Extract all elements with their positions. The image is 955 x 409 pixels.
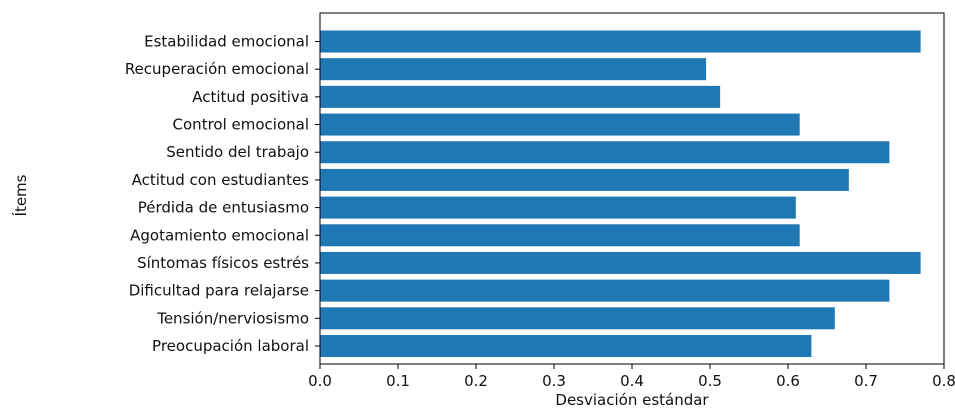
y-axis-title: Ítems [11, 174, 30, 216]
x-tick-label: 0.0 [308, 372, 332, 390]
x-tick-label: 0.7 [854, 372, 878, 390]
x-tick-label: 0.4 [620, 372, 644, 390]
y-tick-label: Sentido del trabajo [166, 143, 309, 161]
x-tick-label: 0.8 [932, 372, 955, 390]
x-tick-layer: 0.0 0.1 0.2 0.3 0.4 0.5 0.6 0.7 0.8 [308, 364, 955, 390]
y-tick-label: Control emocional [173, 116, 309, 134]
bar [320, 279, 890, 302]
y-tick-label: Actitud con estudiantes [132, 171, 310, 189]
y-tick-label: Actitud positiva [192, 88, 309, 106]
bar [320, 58, 707, 81]
y-tick-label: Agotamiento emocional [130, 226, 309, 244]
x-tick-label: 0.5 [698, 372, 722, 390]
bar [320, 168, 849, 191]
bar [320, 85, 721, 108]
bar [320, 196, 796, 219]
bar [320, 30, 921, 53]
bar [320, 224, 800, 247]
bar [320, 251, 921, 274]
bar [320, 335, 812, 357]
y-tick-label: Estabilidad emocional [144, 33, 309, 51]
y-tick-label: Preocupación laboral [152, 337, 309, 355]
bar [320, 113, 800, 136]
x-tick-label: 0.6 [776, 372, 800, 390]
y-tick-layer: Estabilidad emocional Recuperación emocio… [125, 33, 320, 355]
x-tick-label: 0.3 [542, 372, 566, 390]
y-tick-label: Dificultad para relajarse [129, 282, 309, 300]
y-tick-label: Pérdida de entusiasmo [138, 199, 309, 217]
x-tick-label: 0.1 [386, 372, 410, 390]
y-tick-label: Síntomas físicos estrés [137, 254, 309, 272]
bars-layer [320, 30, 921, 357]
y-tick-label: Recuperación emocional [125, 60, 309, 78]
y-tick-label: Tensión/nerviosismo [156, 309, 309, 327]
bar [320, 141, 890, 164]
x-tick-label: 0.2 [464, 372, 488, 390]
bar [320, 307, 835, 330]
x-axis-title: Desviación estándar [555, 391, 709, 409]
